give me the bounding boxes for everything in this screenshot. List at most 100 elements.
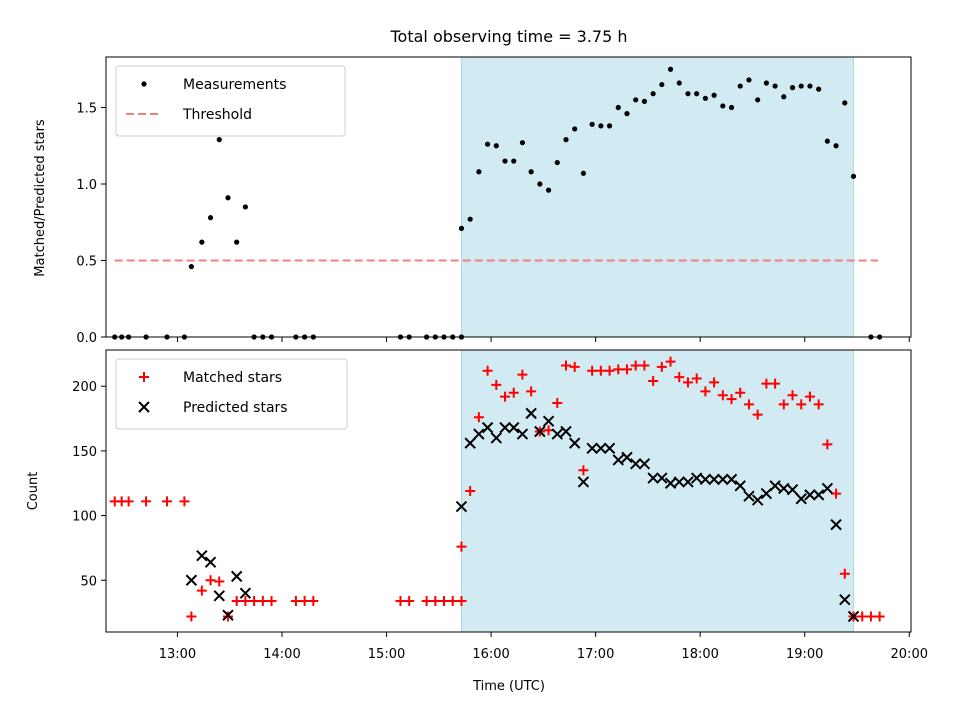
measurement-point bbox=[763, 80, 769, 86]
predicted-stars-point bbox=[534, 425, 546, 438]
matched-stars-point bbox=[578, 465, 589, 476]
matched-stars-point bbox=[205, 575, 216, 586]
measurement-point bbox=[554, 159, 560, 166]
y-tick-label: 100 bbox=[72, 510, 97, 525]
x-tick-label: 17:00 bbox=[577, 647, 614, 662]
matched-stars-point bbox=[656, 361, 667, 372]
predicted-stars-point bbox=[612, 454, 624, 466]
measurement-point bbox=[633, 97, 639, 103]
predicted-stars-point bbox=[508, 421, 520, 434]
matched-stars-point bbox=[552, 398, 563, 409]
matched-stars-point bbox=[813, 399, 824, 410]
predicted-stars-point bbox=[786, 483, 799, 496]
matched-stars-point bbox=[595, 365, 606, 376]
legend-label: Threshold bbox=[182, 107, 252, 123]
matched-stars-point bbox=[456, 541, 467, 552]
predicted-stars-point bbox=[804, 489, 816, 501]
matched-stars-point bbox=[141, 496, 152, 507]
predicted-stars-point bbox=[629, 458, 642, 470]
measurement-point bbox=[641, 98, 648, 104]
matched-stars-point bbox=[517, 369, 528, 380]
matched-stars-point bbox=[500, 391, 511, 402]
matched-stars-point bbox=[700, 386, 711, 397]
matched-stars-point bbox=[447, 595, 458, 606]
y-tick-label: 0.0 bbox=[76, 331, 97, 346]
matched-stars-point bbox=[630, 360, 641, 371]
measurement-point bbox=[216, 137, 222, 143]
matched-stars-point bbox=[404, 595, 415, 606]
measurement-point bbox=[850, 173, 857, 179]
measurement-point bbox=[537, 181, 543, 187]
x-tick-label: 15:00 bbox=[368, 647, 405, 662]
matched-stars-point bbox=[308, 595, 319, 606]
measurement-point bbox=[502, 158, 508, 164]
predicted-stars-point bbox=[213, 590, 225, 602]
predicted-stars-point bbox=[830, 518, 842, 531]
matched-stars-point bbox=[831, 488, 842, 499]
predicted-stars-point bbox=[481, 421, 494, 434]
matched-stars-point bbox=[526, 386, 537, 397]
matched-stars-point bbox=[456, 595, 467, 606]
measurement-point bbox=[493, 143, 499, 149]
predicted-stars-point bbox=[569, 437, 581, 449]
legend-box bbox=[115, 358, 348, 430]
panel-frame bbox=[105, 349, 912, 633]
predicted-stars-point bbox=[664, 477, 677, 489]
observing-window-shade bbox=[461, 350, 854, 632]
matched-stars-point bbox=[682, 377, 693, 388]
x-tick-label: 14:00 bbox=[263, 647, 300, 662]
predicted-stars-point bbox=[769, 480, 781, 492]
matched-stars-point bbox=[717, 390, 728, 401]
measurement-point bbox=[728, 104, 735, 111]
predicted-stars-point bbox=[821, 482, 834, 495]
measurement-point bbox=[199, 239, 205, 245]
matched-stars-point bbox=[865, 611, 876, 622]
matched-stars-point bbox=[857, 611, 868, 622]
predicted-stars-point bbox=[239, 587, 252, 599]
measurement-point bbox=[694, 91, 700, 97]
matched-stars-point bbox=[761, 378, 772, 389]
measurement-point bbox=[545, 187, 552, 193]
matched-stars-point bbox=[299, 595, 310, 606]
measurement-point bbox=[816, 86, 822, 92]
predicted-stars-point bbox=[682, 476, 694, 488]
measurement-point bbox=[755, 97, 761, 103]
predicted-stars-point bbox=[812, 489, 825, 501]
measurement-point bbox=[807, 83, 813, 89]
measurement-point bbox=[702, 95, 708, 101]
x-tick-label: 19:00 bbox=[786, 647, 823, 662]
matched-stars-point bbox=[621, 364, 632, 375]
x-tick-label: 18:00 bbox=[681, 647, 718, 662]
predicted-stars-point bbox=[473, 428, 485, 440]
predicted-stars-point bbox=[586, 442, 598, 455]
matched-stars-point bbox=[639, 360, 650, 371]
y-tick-label: 0.5 bbox=[76, 254, 97, 269]
legend-marker-dot bbox=[141, 81, 147, 87]
measurement-point bbox=[598, 123, 604, 129]
matched-stars-point bbox=[395, 595, 406, 606]
predicted-stars-point bbox=[542, 415, 555, 427]
measurement-point bbox=[484, 141, 491, 147]
matched-stars-point bbox=[804, 391, 815, 402]
matched-stars-point bbox=[421, 595, 432, 606]
matched-stars-point bbox=[439, 595, 450, 606]
matched-stars-point bbox=[491, 379, 502, 390]
predicted-stars-point bbox=[743, 490, 755, 502]
matched-stars-point bbox=[587, 365, 598, 376]
predicted-stars-point bbox=[638, 458, 651, 470]
matched-stars-point bbox=[665, 356, 676, 367]
measurement-point bbox=[659, 81, 665, 88]
predicted-stars-point bbox=[230, 570, 243, 583]
measurement-point bbox=[824, 138, 830, 144]
matched-stars-point bbox=[874, 611, 885, 622]
measurement-point bbox=[234, 239, 240, 245]
x-tick-label: 13:00 bbox=[159, 647, 196, 662]
predicted-stars-point bbox=[204, 556, 217, 568]
y-tick-label: 1.0 bbox=[76, 178, 97, 193]
matched-stars-point bbox=[674, 372, 685, 383]
measurement-point bbox=[833, 143, 839, 149]
predicted-stars-point bbox=[490, 432, 503, 444]
measurement-point bbox=[650, 91, 656, 97]
matched-stars-point bbox=[796, 399, 807, 410]
